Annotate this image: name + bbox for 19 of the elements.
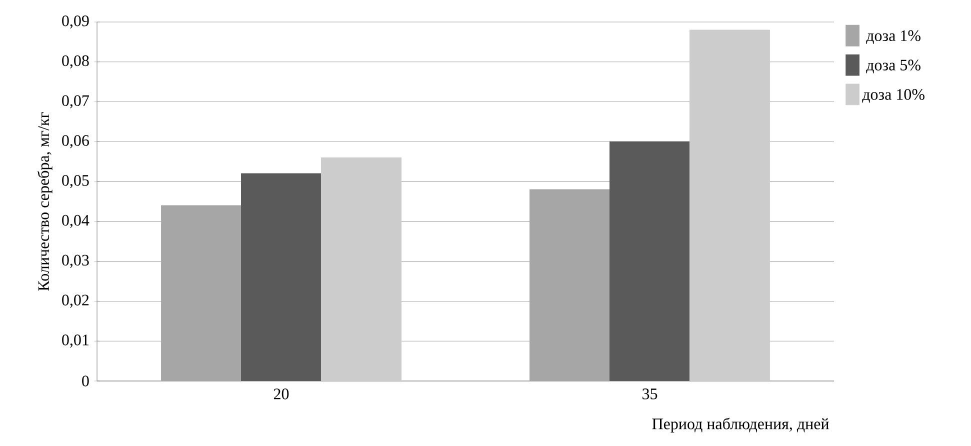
y-tick-label: 0,06 [62,135,89,148]
y-tick-label: 0,01 [62,334,89,348]
y-tick-label: 0,09 [62,15,89,29]
y-tick-label: 0,03 [62,254,89,268]
y-tick-label: 0,08 [62,55,89,68]
legend-label: доза 5% [866,60,920,74]
legend-label: доза 10% [862,89,924,103]
bar [610,141,690,381]
x-tick-label: 20 [274,388,289,400]
legend-label: доза 1% [866,30,920,44]
y-tick-label: 0,05 [62,174,89,188]
x-axis-title: Период наблюдения, дней [652,418,829,433]
y-tick-label: 0 [82,376,89,386]
bar [241,173,322,381]
x-tick-label: 35 [642,388,658,400]
y-axis-title: Количество серебра, мг/кг [37,112,52,291]
y-tick-label: 0,02 [62,294,89,308]
y-tick-label: 0,07 [62,95,89,108]
y-tick-label: 0,04 [62,214,90,228]
